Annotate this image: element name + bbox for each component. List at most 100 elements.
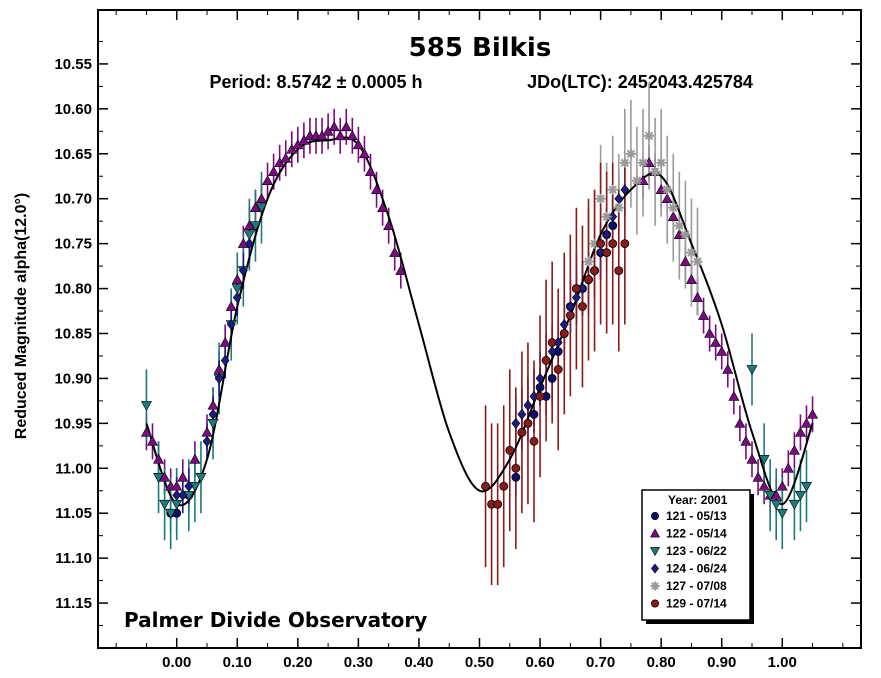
x-tick-label: 0.70: [586, 654, 615, 671]
x-tick-label: 0.60: [525, 654, 554, 671]
data-point: [620, 239, 630, 249]
data-point: [523, 399, 533, 411]
data-point: [517, 408, 527, 420]
data-point: [255, 193, 268, 204]
data-point: [608, 221, 618, 231]
data-point: [667, 211, 679, 221]
data-point: [614, 266, 624, 275]
y-tick-label: 10.65: [54, 146, 92, 163]
data-point: [572, 292, 581, 304]
data-point: [758, 454, 770, 465]
data-point: [177, 471, 189, 482]
data-point: [716, 345, 728, 356]
data-point: [547, 374, 557, 383]
data-point: [650, 166, 661, 177]
legend-marker: [651, 563, 659, 574]
data-point: [493, 499, 503, 509]
data-point: [631, 175, 642, 186]
data-point: [358, 148, 370, 159]
data-point: [262, 175, 274, 186]
data-point: [764, 490, 776, 501]
data-point: [722, 363, 734, 374]
fourier-fit-curve: [145, 136, 814, 507]
data-point: [800, 481, 813, 492]
data-point: [590, 266, 599, 275]
legend-marker: [649, 528, 661, 538]
data-point: [334, 130, 346, 141]
data-point: [686, 247, 697, 258]
data-point: [782, 462, 794, 473]
data-point: [607, 184, 618, 195]
data-point: [740, 435, 752, 446]
data-point: [644, 130, 655, 141]
data-point: [602, 229, 612, 241]
observatory-annotation: Palmer Divide Observatory: [124, 608, 427, 632]
legend-label: 123 - 06/22: [666, 544, 727, 558]
data-point: [245, 238, 254, 250]
data-point: [559, 329, 569, 338]
data-point: [608, 239, 618, 249]
y-tick-label: 11.00: [55, 460, 92, 477]
data-point: [547, 345, 557, 357]
data-point: [746, 453, 758, 464]
data-point: [140, 401, 152, 411]
chart-subtitle-period: Period: 8.5742 ± 0.0005 h: [210, 72, 423, 92]
data-point: [535, 372, 545, 384]
data-point: [389, 247, 401, 257]
data-point: [596, 239, 606, 249]
data-point: [529, 436, 539, 446]
data-point: [517, 427, 527, 437]
data-point: [668, 202, 679, 213]
y-tick-label: 11.05: [55, 505, 92, 522]
y-axis-ticks: 10.55 10.60 10.65 10.70 10.75 10.80 10.85 10.90…: [54, 40, 861, 627]
data-point: [243, 220, 255, 230]
data-point: [395, 264, 407, 275]
y-tick-label: 11.10: [55, 550, 92, 567]
data-point: [280, 152, 292, 163]
data-point: [746, 365, 758, 376]
data-point: [505, 445, 515, 455]
data-point: [153, 472, 165, 483]
data-point: [189, 453, 201, 464]
data-point: [807, 408, 819, 419]
data-point: [249, 202, 261, 212]
x-tick-label: 0.30: [344, 654, 373, 671]
legend-label: 129 - 07/14: [666, 597, 727, 611]
data-point: [172, 489, 182, 501]
data-point: [583, 256, 594, 267]
data-point: [511, 472, 521, 482]
data-point: [352, 139, 364, 150]
y-tick-label: 11.15: [55, 595, 92, 612]
data-point: [614, 193, 624, 205]
data-point: [710, 336, 722, 347]
data-point: [565, 311, 575, 320]
data-point: [788, 499, 800, 510]
data-point: [656, 157, 667, 168]
data-point: [220, 354, 230, 366]
data-point: [371, 184, 383, 195]
y-tick-label: 10.80: [54, 281, 92, 298]
data-point: [231, 284, 243, 295]
data-point: [595, 193, 606, 204]
data-point: [620, 184, 630, 196]
data-point: [523, 418, 533, 428]
data-point: [207, 419, 219, 429]
y-tick-label: 10.95: [54, 415, 92, 432]
data-point: [752, 471, 764, 482]
data-point: [578, 302, 587, 311]
data-point: [165, 508, 177, 519]
data-point: [195, 472, 207, 483]
legend-title: Year: 2001: [668, 493, 728, 507]
data-point: [377, 202, 389, 212]
data-point: [553, 365, 563, 374]
legend-items: 121 - 05/13 122 - 05/14 123 - 06/22 124 - 0…: [649, 509, 727, 611]
data-point: [231, 273, 243, 284]
data-point: [140, 426, 152, 437]
data-point: [601, 211, 612, 222]
legend-box: [641, 489, 751, 621]
data-point: [734, 417, 746, 428]
data-point: [159, 499, 171, 510]
x-tick-label: 0.80: [647, 654, 676, 671]
data-point: [661, 193, 673, 204]
